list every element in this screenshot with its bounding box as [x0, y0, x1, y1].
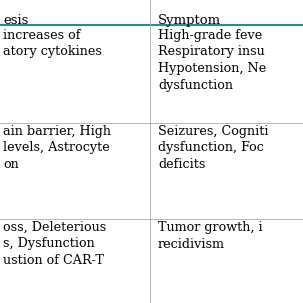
Text: oss, Deleterious
s, Dysfunction
ustion of CAR-T: oss, Deleterious s, Dysfunction ustion o…	[3, 221, 106, 267]
Text: Symptom: Symptom	[158, 14, 221, 27]
Text: High-grade feve
Respiratory insu
Hypotension, Ne
dysfunction: High-grade feve Respiratory insu Hypoten…	[158, 29, 266, 92]
Text: Tumor growth, i
recidivism: Tumor growth, i recidivism	[158, 221, 263, 251]
Text: esis: esis	[3, 14, 28, 27]
Text: ain barrier, High
levels, Astrocyte
on: ain barrier, High levels, Astrocyte on	[3, 125, 111, 171]
Text: increases of
atory cytokines: increases of atory cytokines	[3, 29, 102, 58]
Text: Seizures, Cogniti
dysfunction, Foc
deficits: Seizures, Cogniti dysfunction, Foc defic…	[158, 125, 268, 171]
